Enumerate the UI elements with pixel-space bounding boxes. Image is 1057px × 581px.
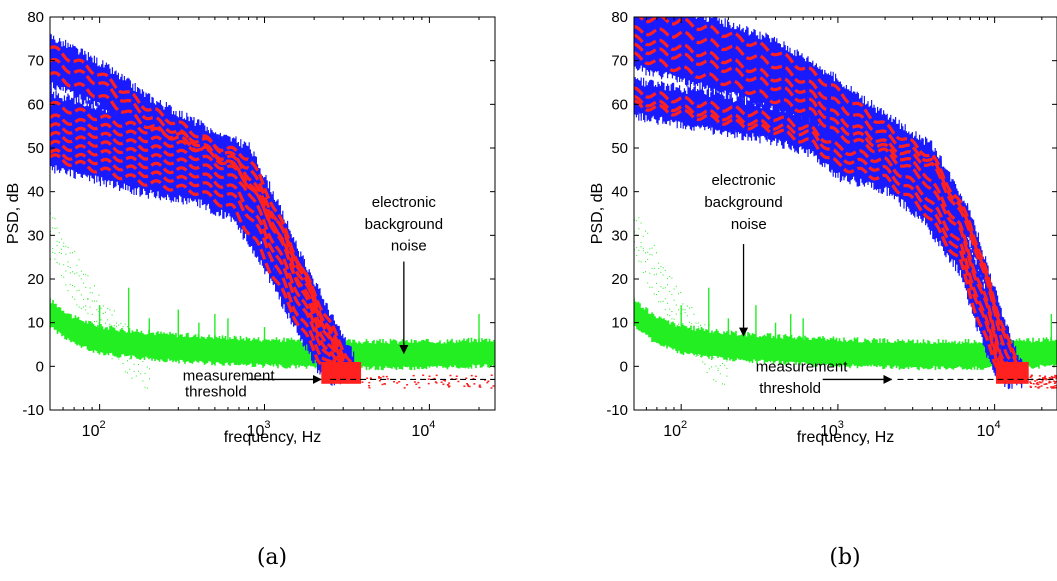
y-tick-label: 70 [611, 53, 628, 70]
fit-7 [634, 94, 1009, 373]
annotation-noise-line2: background [365, 216, 443, 233]
y-tick-label: 20 [27, 271, 44, 288]
annotation-threshold-line1: measurement [756, 359, 849, 376]
annotation-threshold-line1: measurement [183, 367, 276, 384]
fit-6 [50, 122, 344, 368]
y-tick-label: 20 [611, 271, 628, 288]
y-tick-label: 40 [611, 184, 628, 201]
fit-5 [634, 51, 1014, 372]
y-tick-label: 60 [27, 96, 44, 113]
threshold-scatter [361, 374, 495, 389]
axes-frame [49, 16, 496, 411]
y-tick-label: 60 [611, 96, 628, 113]
fit-1 [50, 45, 355, 366]
plot-area [634, 17, 1057, 390]
fit-6 [634, 86, 1009, 372]
spectra-series [50, 33, 495, 389]
x-tick-label: 104 [977, 419, 1001, 440]
fit-10 [50, 153, 333, 368]
y-tick-label: 80 [611, 9, 628, 26]
y-axis-label: PSD, dB [5, 183, 22, 244]
fit-2 [634, 25, 1024, 379]
y-tick-label: -10 [606, 402, 628, 419]
plot-area [50, 33, 495, 389]
axes-frame [633, 16, 1057, 411]
fit-2 [50, 57, 352, 369]
y-tick-label: 70 [27, 53, 44, 70]
y-tick-label: 30 [27, 227, 44, 244]
fit-4 [634, 42, 1014, 372]
noise-floor-series [50, 212, 495, 389]
panel-caption: (b) [829, 545, 860, 570]
fit-9 [50, 148, 336, 367]
annotation-threshold-line2: threshold [759, 380, 821, 397]
threshold-scatter [1029, 374, 1057, 389]
y-axis-label: PSD, dB [589, 183, 606, 244]
fit-3 [634, 33, 1018, 372]
panel-a: -10 0 10 20 30 40 50 60 70 80 102 103 104 frequency, … [5, 9, 496, 570]
x-axis-label: frequency, Hz [224, 429, 322, 446]
panel-b: -10 0 10 20 30 40 50 60 70 80 102 103 104 frequency, … [589, 9, 1057, 570]
annotation-noise-line2: background [704, 194, 782, 211]
annotation-threshold-line2: threshold [185, 383, 247, 400]
y-tick-label: 50 [611, 140, 628, 157]
spectra-series [634, 17, 1057, 390]
annotation-noise-line3: noise [731, 216, 767, 233]
fit-8 [50, 139, 340, 370]
x-tick-label: 104 [411, 419, 435, 440]
y-tick-label: 0 [620, 358, 628, 375]
annotation-noise-line3: noise [391, 238, 427, 255]
y-tick-label: 50 [27, 140, 44, 157]
y-tick-label: 30 [611, 227, 628, 244]
threshold-cluster [321, 361, 362, 384]
x-axis-label: frequency, Hz [797, 429, 895, 446]
fit-1 [637, 17, 1024, 379]
x-tick-label: 103 [247, 419, 271, 440]
fit-8 [634, 99, 1007, 375]
threshold-cluster [995, 361, 1029, 384]
x-tick-label: 103 [820, 419, 844, 440]
y-tick-label: 10 [611, 315, 628, 332]
fit-4 [50, 100, 348, 368]
fit-7 [50, 130, 342, 371]
x-tick-label: 102 [82, 419, 106, 440]
noise-floor-band [50, 297, 495, 371]
fit-5 [50, 113, 346, 368]
y-tick-label: 10 [27, 315, 44, 332]
noise-floor-series [634, 217, 1057, 385]
x-tick-label: 102 [663, 419, 687, 440]
panel-caption: (a) [257, 545, 287, 570]
y-tick-label: 0 [36, 358, 44, 375]
annotation-noise-line1: electronic [711, 172, 776, 189]
y-tick-label: 80 [27, 9, 44, 26]
annotation-noise-line1: electronic [372, 194, 437, 211]
y-tick-label: -10 [22, 402, 44, 419]
y-tick-label: 40 [27, 184, 44, 201]
